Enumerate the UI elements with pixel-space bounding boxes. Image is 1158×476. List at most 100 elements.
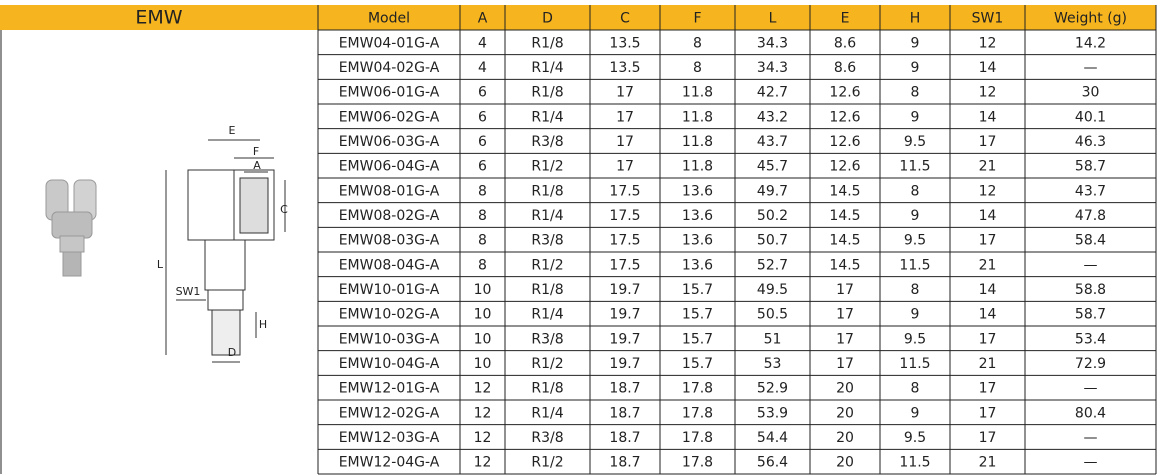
cell: 50.2 bbox=[757, 208, 788, 224]
cell: 14 bbox=[979, 60, 997, 76]
column-header: Weight (g) bbox=[1054, 11, 1127, 27]
cell: EMW08-01G-A bbox=[339, 183, 440, 199]
cell: 17.8 bbox=[682, 430, 713, 446]
cell: 14.2 bbox=[1075, 35, 1106, 51]
cell: EMW12-03G-A bbox=[339, 430, 440, 446]
cell: 14.5 bbox=[829, 257, 860, 273]
cell: 12.6 bbox=[829, 134, 860, 150]
cell: R1/2 bbox=[531, 356, 563, 372]
cell: 53.4 bbox=[1075, 331, 1106, 347]
cell: — bbox=[1084, 430, 1098, 446]
cell: 15.7 bbox=[682, 282, 713, 298]
cell: 46.3 bbox=[1075, 134, 1106, 150]
cell: 11.5 bbox=[899, 356, 930, 372]
product-photo bbox=[46, 180, 96, 276]
cell: 10 bbox=[474, 356, 492, 372]
cell: 40.1 bbox=[1075, 109, 1106, 125]
cell: 17 bbox=[616, 134, 634, 150]
cell: 17 bbox=[836, 331, 854, 347]
cell: 49.5 bbox=[757, 282, 788, 298]
cell: EMW04-01G-A bbox=[339, 35, 440, 51]
column-header: Model bbox=[368, 11, 410, 27]
cell: EMW06-01G-A bbox=[339, 85, 440, 101]
cell: 8 bbox=[693, 35, 702, 51]
cell: 8 bbox=[478, 257, 487, 273]
column-header: L bbox=[769, 11, 777, 27]
cell: 8 bbox=[693, 60, 702, 76]
cell: 19.7 bbox=[609, 282, 640, 298]
cell: 18.7 bbox=[609, 455, 640, 471]
cell: R3/8 bbox=[531, 134, 563, 150]
cell: R1/4 bbox=[531, 60, 563, 76]
cell: R1/8 bbox=[531, 381, 563, 397]
cell: 17 bbox=[836, 282, 854, 298]
cell: 20 bbox=[836, 455, 854, 471]
cell: EMW12-04G-A bbox=[339, 455, 440, 471]
dim-label: D bbox=[228, 346, 236, 359]
column-header: C bbox=[620, 11, 630, 27]
cell: 50.7 bbox=[757, 233, 788, 249]
cell: 43.7 bbox=[757, 134, 788, 150]
cell: 12.6 bbox=[829, 85, 860, 101]
cell: EMW10-04G-A bbox=[339, 356, 440, 372]
cell: 8 bbox=[911, 85, 920, 101]
dim-label: C bbox=[280, 203, 288, 216]
cell: 19.7 bbox=[609, 356, 640, 372]
cell: 12 bbox=[979, 183, 997, 199]
cell: 42.7 bbox=[757, 85, 788, 101]
cell: 52.7 bbox=[757, 257, 788, 273]
cell: 56.4 bbox=[757, 455, 788, 471]
cell: 11.8 bbox=[682, 85, 713, 101]
cell: R1/2 bbox=[531, 257, 563, 273]
cell: 9.5 bbox=[904, 331, 926, 347]
cell: 14.5 bbox=[829, 183, 860, 199]
cell: 10 bbox=[474, 331, 492, 347]
cell: 13.6 bbox=[682, 233, 713, 249]
cell: 50.5 bbox=[757, 307, 788, 323]
cell: 21 bbox=[979, 455, 997, 471]
cell: 17 bbox=[979, 233, 997, 249]
cell: — bbox=[1084, 455, 1098, 471]
cell: 6 bbox=[478, 109, 487, 125]
cell: 18.7 bbox=[609, 381, 640, 397]
cell: 12 bbox=[474, 381, 492, 397]
cell: 14 bbox=[979, 109, 997, 125]
cell: 6 bbox=[478, 134, 487, 150]
cell: 10 bbox=[474, 282, 492, 298]
cell: 11.8 bbox=[682, 109, 713, 125]
cell: EMW04-02G-A bbox=[339, 60, 440, 76]
cell: 14.5 bbox=[829, 233, 860, 249]
cell: EMW10-02G-A bbox=[339, 307, 440, 323]
cell: 9 bbox=[911, 60, 920, 76]
cell: 4 bbox=[478, 60, 487, 76]
cell: — bbox=[1084, 60, 1098, 76]
cell: 13.5 bbox=[609, 60, 640, 76]
column-header: H bbox=[910, 11, 921, 27]
cell: 12 bbox=[474, 455, 492, 471]
cell: 8.6 bbox=[834, 35, 856, 51]
technical-drawing bbox=[166, 140, 285, 362]
cell: 12.6 bbox=[829, 109, 860, 125]
cell: R3/8 bbox=[531, 331, 563, 347]
cell: 30 bbox=[1082, 85, 1100, 101]
column-header: SW1 bbox=[972, 11, 1004, 27]
cell: R3/8 bbox=[531, 233, 563, 249]
cell: 58.7 bbox=[1075, 159, 1106, 175]
dim-label: A bbox=[253, 159, 261, 172]
cell: 12.6 bbox=[829, 159, 860, 175]
title: EMW bbox=[135, 7, 182, 29]
cell: 13.5 bbox=[609, 35, 640, 51]
cell: 9.5 bbox=[904, 233, 926, 249]
dim-label: E bbox=[229, 124, 236, 137]
cell: 11.5 bbox=[899, 159, 930, 175]
cell: 58.4 bbox=[1075, 233, 1106, 249]
cell: 17 bbox=[616, 159, 634, 175]
cell: 80.4 bbox=[1075, 405, 1106, 421]
header-bg bbox=[318, 5, 1156, 30]
cell: R1/2 bbox=[531, 159, 563, 175]
cell: R1/4 bbox=[531, 208, 563, 224]
cell: 8 bbox=[478, 208, 487, 224]
cell: R1/8 bbox=[531, 85, 563, 101]
cell: 15.7 bbox=[682, 331, 713, 347]
dim-label: H bbox=[259, 318, 267, 331]
